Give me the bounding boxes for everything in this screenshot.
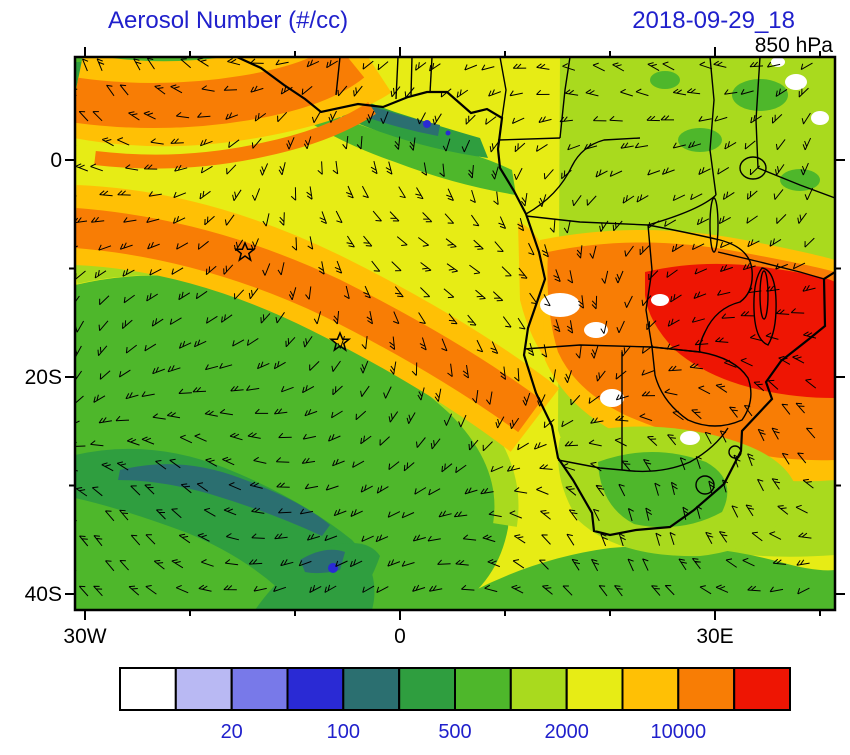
colorbar: 20 100 500 2000 10000 [119,667,792,743]
axis-ticks [65,47,845,620]
plot-title: Aerosol Number (#/cc) [108,7,348,34]
ytick-label-40s: 40S [25,583,62,606]
colorbar-tick-label: 20 [221,721,243,743]
map-frame [73,55,837,612]
colorbar-cell [398,667,457,711]
africa-coastline [236,57,835,537]
aerosol-concentration-field [75,57,835,610]
colorbar-cell [119,667,177,711]
colorbar-tick-label: 2000 [544,721,589,743]
xtick-label-30e: 30E [696,625,733,648]
pressure-level-label: 850 hPa [755,34,834,57]
colorbar-cell [174,667,233,711]
coastlines-and-borders [236,57,835,537]
colorbar-cell [621,667,680,711]
star-marker [233,241,257,262]
colorbar-cell [230,667,289,711]
colorbar-cell [454,667,512,711]
colorbar-tick-label: 100 [327,721,360,743]
colorbar-cell [342,667,401,711]
ytick-label-0: 0 [50,149,62,172]
colorbar-tick-label: 10000 [650,721,706,743]
station-markers [233,241,352,352]
colorbar-cell [509,667,568,711]
lakes [709,156,769,320]
ytick-label-20s: 20S [25,366,62,389]
colorbar-tick-label: 500 [438,721,471,743]
colorbar-cell [565,667,624,711]
colorbar-cell [286,667,345,711]
xtick-label-30w: 30W [63,625,106,648]
plot-datetime: 2018-09-29_18 [632,7,795,34]
country-borders [335,57,835,495]
colorbar-cell [677,667,736,711]
wind-barbs [75,57,817,597]
colorbar-cell [733,667,792,711]
star-marker [328,331,352,352]
xtick-label-0: 0 [394,625,406,648]
